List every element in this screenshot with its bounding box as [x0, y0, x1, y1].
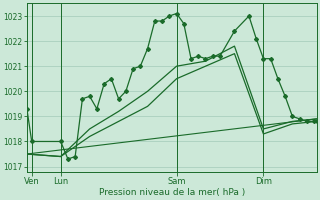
- X-axis label: Pression niveau de la mer( hPa ): Pression niveau de la mer( hPa ): [99, 188, 245, 197]
